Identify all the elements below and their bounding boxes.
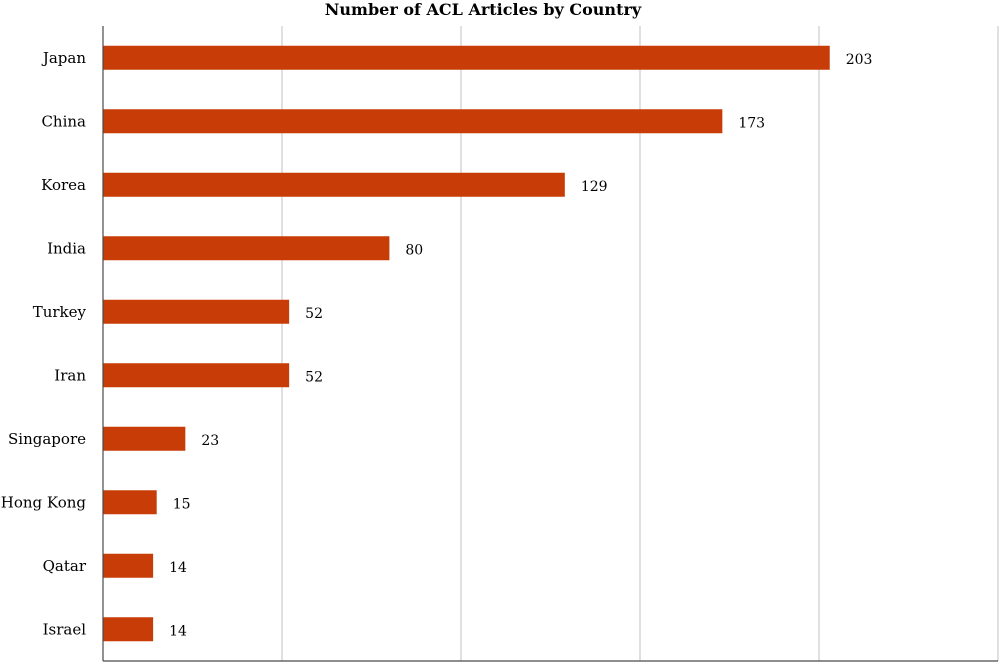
value-labels: 203 173 129 80 52 52 23 15 14 14 xyxy=(169,52,872,640)
bar xyxy=(103,299,290,324)
category-label: Korea xyxy=(41,176,86,194)
value-label: 14 xyxy=(169,560,187,576)
value-label: 15 xyxy=(173,496,191,512)
value-label: 14 xyxy=(169,623,187,639)
category-label: India xyxy=(47,239,86,257)
chart-title: Number of ACL Articles by Country xyxy=(325,0,642,19)
category-label: Hong Kong xyxy=(1,493,87,511)
value-label: 52 xyxy=(305,306,323,322)
category-label: Japan xyxy=(41,49,87,67)
category-label: Qatar xyxy=(43,557,87,575)
bar xyxy=(103,426,186,451)
bars xyxy=(103,45,830,642)
category-label: Turkey xyxy=(33,303,87,321)
category-label: Singapore xyxy=(8,430,86,448)
bar xyxy=(103,109,723,134)
bar xyxy=(103,45,830,70)
value-label: 129 xyxy=(581,179,608,195)
bar xyxy=(103,172,565,197)
value-label: 52 xyxy=(305,369,323,385)
bar xyxy=(103,553,154,578)
category-label: China xyxy=(41,112,86,130)
value-label: 203 xyxy=(846,52,873,68)
category-label: Israel xyxy=(43,620,87,638)
category-labels: Japan China Korea India Turkey Iran Singapore H… xyxy=(1,49,87,639)
bar xyxy=(103,363,290,388)
bar xyxy=(103,490,157,515)
bar xyxy=(103,617,154,642)
value-label: 80 xyxy=(405,242,423,258)
category-label: Iran xyxy=(54,366,86,384)
value-label: 23 xyxy=(201,433,219,449)
bar xyxy=(103,236,390,261)
value-label: 173 xyxy=(738,115,765,131)
